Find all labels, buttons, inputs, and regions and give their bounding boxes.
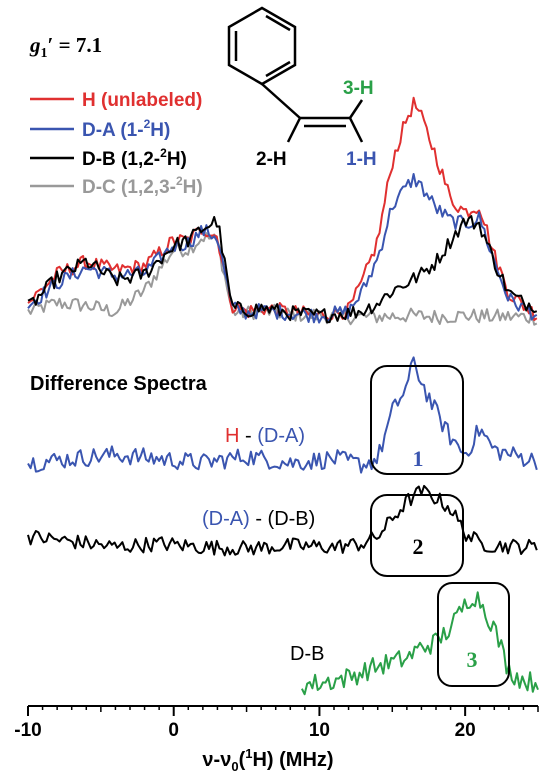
- series-line-diff-0: [27, 356, 538, 474]
- region-box-3: [437, 582, 510, 687]
- diff-label-1: H - (D-A): [225, 425, 305, 447]
- difference-panel-series: [27, 356, 539, 696]
- bond-ring-c2: [261, 83, 301, 119]
- top-panel-series: [27, 96, 538, 326]
- region-box-3-label: 3: [467, 647, 478, 672]
- legend-label-da: D-A (1-2H): [82, 117, 170, 141]
- series-line-top-0: [27, 96, 538, 322]
- region-box-1-label: 1: [413, 446, 424, 471]
- diff-label-2: (D-A) - (D-B): [202, 508, 315, 530]
- legend-label-h: H (unlabeled): [82, 90, 202, 111]
- g-value-label: g1′ = 7.1: [29, 33, 102, 61]
- bond-2h: [286, 117, 302, 143]
- series-line-top-3: [27, 232, 538, 326]
- x-tick-label: 10: [309, 720, 330, 741]
- label-2h: 2-H: [256, 149, 287, 170]
- series-line-diff-2: [301, 591, 539, 696]
- bond-3h: [348, 99, 364, 119]
- x-axis-label: ν-ν0(1H) (MHz): [202, 746, 333, 774]
- difference-spectra-title: Difference Spectra: [30, 373, 208, 395]
- legend-label-db: D-B (1,2-2H): [82, 146, 187, 170]
- label-3h: 3-H: [343, 78, 374, 99]
- legend: H (unlabeled) D-A (1-2H) D-B (1,2-2H) D-…: [30, 90, 203, 198]
- benzene-ring: [227, 6, 297, 86]
- molecule-structure: [227, 6, 364, 143]
- series-line-diff-1: [27, 484, 538, 557]
- label-1h: 1-H: [346, 149, 377, 170]
- x-tick-label: 0: [168, 720, 179, 741]
- region-box-2: [370, 494, 464, 577]
- diff-label-3: D-B: [290, 643, 324, 665]
- series-line-top-2: [27, 215, 538, 324]
- x-ticks: -10 0 10 20: [14, 706, 539, 741]
- region-box-1: [370, 365, 464, 475]
- bond-1h: [348, 117, 364, 143]
- legend-label-dc: D-C (1,2,3-2H): [82, 174, 203, 198]
- x-tick-label: 20: [455, 720, 476, 741]
- x-tick-label: -10: [14, 720, 41, 741]
- region-box-2-label: 2: [413, 534, 424, 559]
